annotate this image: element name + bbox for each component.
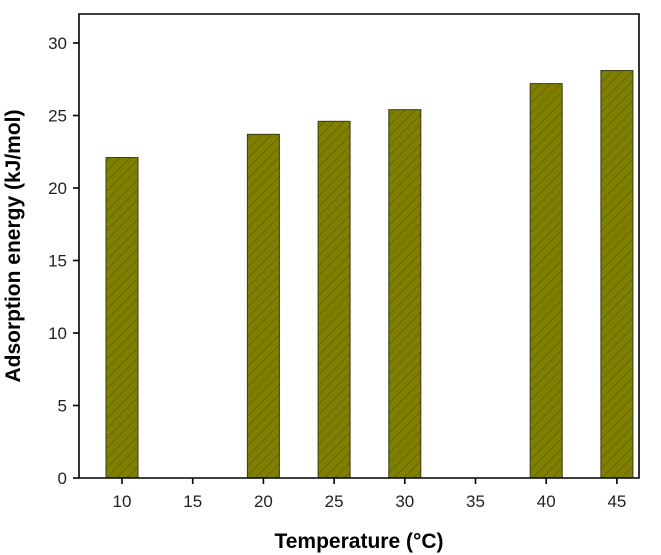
x-axis-ticks: 10 15 20 25 30 35 40 45 bbox=[113, 478, 626, 511]
x-axis-title: Temperature (°C) bbox=[274, 530, 443, 553]
x-tick-label: 15 bbox=[183, 492, 202, 511]
y-tick-label: 10 bbox=[48, 324, 67, 343]
bar-45 bbox=[600, 70, 634, 479]
x-tick-label: 10 bbox=[113, 492, 132, 511]
x-tick-label: 45 bbox=[607, 492, 626, 511]
y-tick-label: 25 bbox=[48, 107, 67, 126]
x-tick-label: 25 bbox=[325, 492, 344, 511]
y-tick-label: 15 bbox=[48, 252, 67, 271]
bar-40 bbox=[529, 83, 563, 479]
x-tick-label: 30 bbox=[395, 492, 414, 511]
plot-frame bbox=[78, 13, 640, 479]
y-axis-ticks: 0 5 10 15 20 25 30 bbox=[48, 34, 79, 488]
y-tick-label: 0 bbox=[58, 469, 67, 488]
bar-10 bbox=[105, 157, 139, 479]
y-tick-label: 20 bbox=[48, 179, 67, 198]
y-tick-label: 5 bbox=[58, 397, 67, 416]
bars-group bbox=[105, 70, 634, 479]
x-tick-label: 40 bbox=[537, 492, 556, 511]
bar-20 bbox=[246, 133, 280, 479]
y-axis-title: Adsorption energy (kJ/mol) bbox=[2, 109, 25, 382]
x-tick-label: 35 bbox=[466, 492, 485, 511]
bar-30 bbox=[388, 109, 422, 479]
bar-25 bbox=[317, 120, 351, 479]
x-tick-label: 20 bbox=[254, 492, 273, 511]
y-tick-label: 30 bbox=[48, 34, 67, 53]
